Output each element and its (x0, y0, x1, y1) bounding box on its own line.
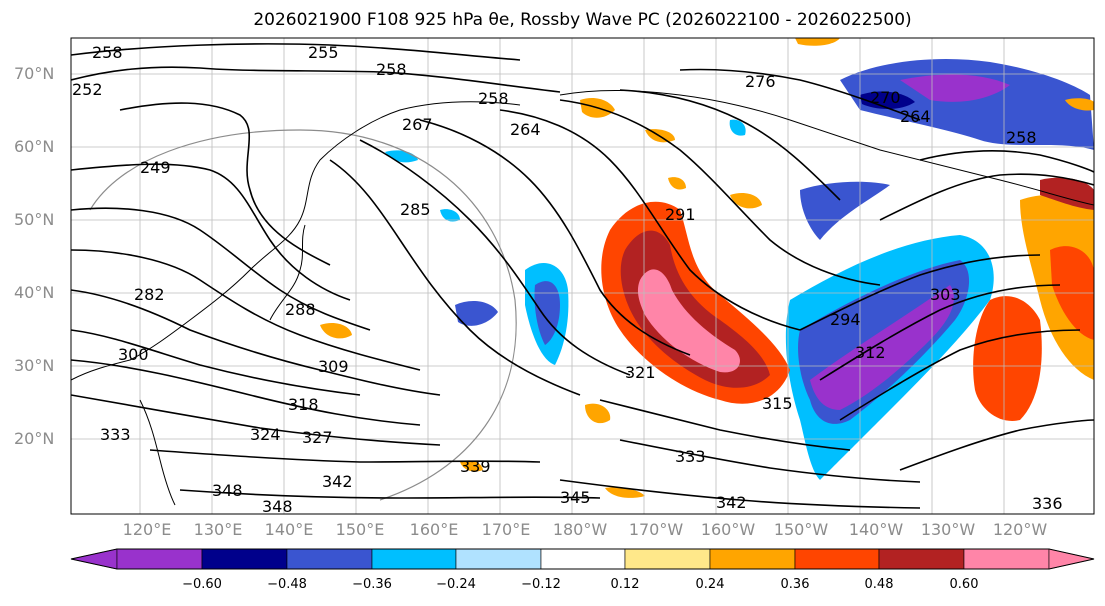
colorbar-segment (1048, 548, 1095, 570)
colorbar-segment (455, 548, 542, 570)
map-title: 2026021900 F108 925 hPa θe, Rossby Wave … (253, 10, 912, 30)
lon-label: 130°W (920, 520, 976, 539)
lon-label: 150°W (773, 520, 829, 539)
lon-label: 170°W (628, 520, 684, 539)
contour-label: 348 (262, 497, 293, 516)
colorbar-segment (963, 548, 1050, 570)
contour-label: 267 (402, 115, 433, 134)
lat-label: 40°N (14, 283, 55, 302)
contour-label: 264 (510, 120, 541, 139)
contour-label: 270 (870, 88, 901, 107)
colorbar-segment (878, 548, 965, 570)
colorbar-segment (286, 548, 373, 570)
contour-label: 258 (92, 43, 123, 62)
contour-label: 252 (72, 80, 103, 99)
colorbar-segment (540, 548, 626, 570)
colorbar-segment (70, 548, 118, 570)
contour-label: 345 (560, 488, 591, 507)
contour-label: 312 (855, 343, 886, 362)
contour-label: 309 (318, 357, 349, 376)
colorbar-tick: −0.36 (352, 577, 392, 592)
contour-label: 300 (118, 345, 149, 364)
contour-label: 333 (675, 447, 706, 466)
contour-label: 258 (1006, 128, 1037, 147)
lon-label: 140°E (264, 520, 314, 539)
lat-label: 20°N (14, 429, 55, 448)
contour-label: 348 (212, 481, 243, 500)
coastlines (71, 89, 1094, 506)
colorbar-tick: 0.60 (949, 577, 979, 592)
lon-label: 140°W (848, 520, 904, 539)
contour-label: 291 (665, 205, 696, 224)
map-frame (70, 37, 1095, 515)
colorbar-segment (371, 548, 457, 570)
lon-label: 160°E (409, 520, 459, 539)
anomaly-shading (320, 38, 1094, 498)
colorbar-segment (116, 548, 203, 570)
contour-label: 303 (930, 285, 961, 304)
lat-label: 30°N (14, 356, 55, 375)
contour-label: 294 (830, 310, 861, 329)
colorbar-tick: 0.12 (610, 577, 640, 592)
map-grid (71, 38, 1094, 514)
lon-label: 120°E (122, 520, 172, 539)
contour-label: 342 (716, 493, 747, 512)
colorbar-segment (709, 548, 796, 570)
contour-label: 321 (625, 363, 656, 382)
lat-label: 70°N (14, 64, 55, 83)
lon-label: 130°E (193, 520, 243, 539)
theta-e-contours (71, 43, 1094, 509)
colorbar-tick: −0.60 (182, 577, 222, 592)
colorbar (70, 548, 1095, 570)
contour-label: 276 (745, 72, 776, 91)
lon-label: 170°E (481, 520, 531, 539)
circle-outline (89, 129, 517, 501)
lon-label: 120°W (992, 520, 1048, 539)
contour-label: 315 (762, 394, 793, 413)
colorbar-segment (201, 548, 288, 570)
lon-label: 180°W (552, 520, 608, 539)
contour-label: 318 (288, 395, 319, 414)
colorbar-tick: −0.48 (267, 577, 307, 592)
contour-label: 258 (478, 89, 509, 108)
lon-label: 150°E (335, 520, 385, 539)
colorbar-tick: 0.24 (695, 577, 725, 592)
contour-label: 327 (302, 428, 333, 447)
contour-label: 333 (100, 425, 131, 444)
lat-label: 50°N (14, 210, 55, 229)
colorbar-tick: 0.36 (780, 577, 810, 592)
contour-labels: 258 255 258 252 258 267 264 276 270 264 … (72, 43, 1063, 516)
contour-label: 285 (400, 200, 431, 219)
contour-label: 339 (460, 457, 491, 476)
contour-label: 264 (900, 107, 931, 126)
contour-label: 258 (376, 60, 407, 79)
contour-label: 336 (1032, 494, 1063, 513)
contour-label: 324 (250, 425, 281, 444)
contour-label: 342 (322, 472, 353, 491)
contour-label: 288 (285, 300, 316, 319)
colorbar-segment (624, 548, 711, 570)
lon-label: 160°W (700, 520, 756, 539)
contour-label: 249 (140, 158, 171, 177)
colorbar-segment (794, 548, 880, 570)
colorbar-tick: −0.12 (521, 577, 561, 592)
colorbar-tick: 0.48 (864, 577, 894, 592)
contour-label: 282 (134, 285, 165, 304)
colorbar-tick: −0.24 (436, 577, 476, 592)
map-plot-area: 258 255 258 252 258 267 264 276 270 264 … (71, 38, 1094, 516)
contour-label: 255 (308, 43, 339, 62)
lat-label: 60°N (14, 137, 55, 156)
